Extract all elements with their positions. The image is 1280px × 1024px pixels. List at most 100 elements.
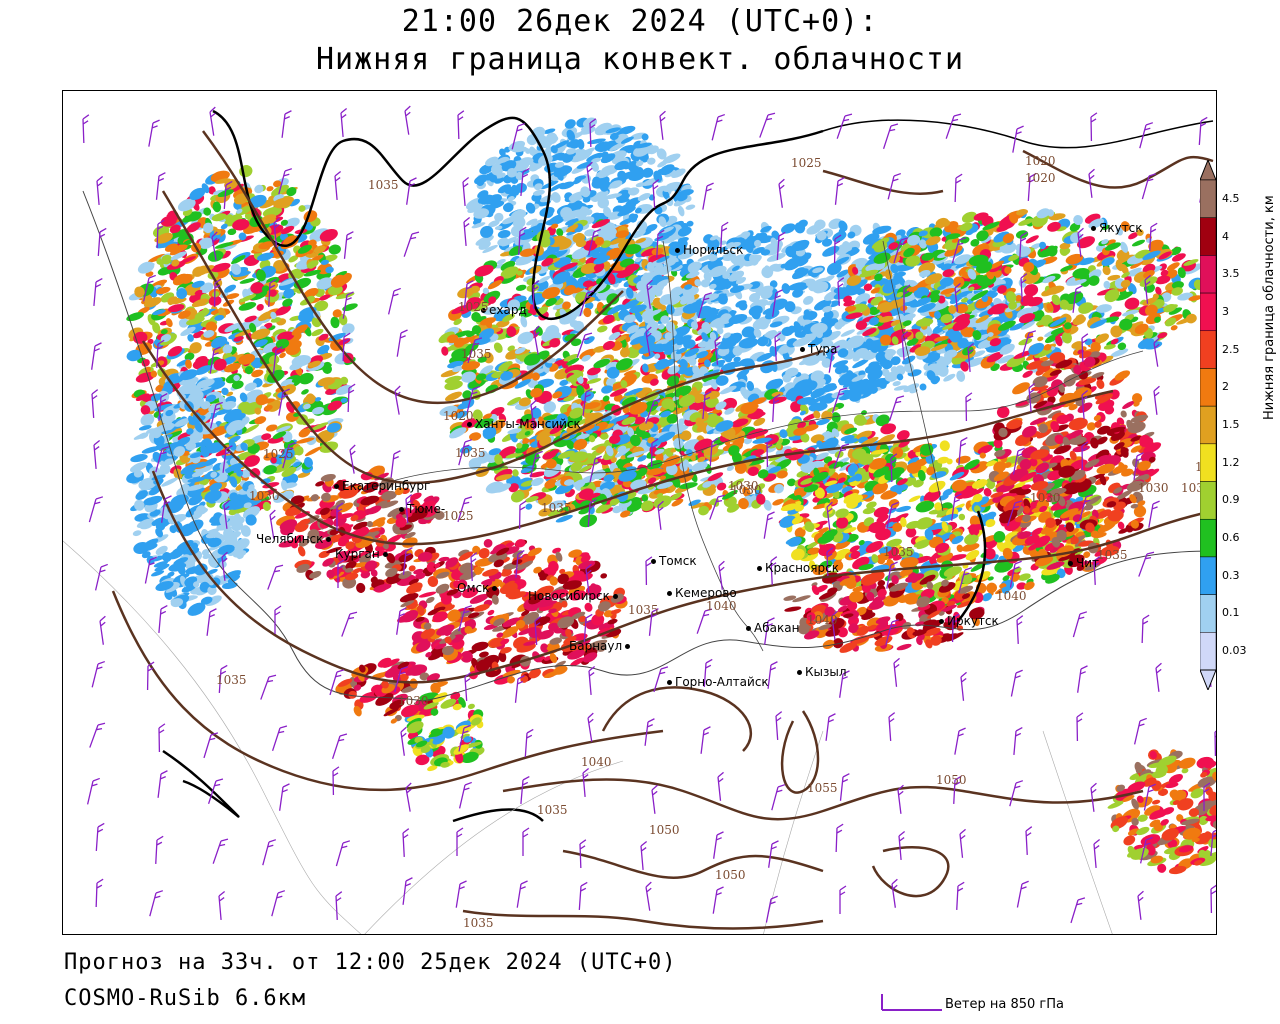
cloud-cell [263,465,277,475]
cloud-cell [515,284,527,291]
cloud-cell [919,383,927,391]
cloud-cell [338,313,348,326]
cloud-cell [273,259,286,272]
cloud-cell [167,346,183,357]
cloud-cell [301,389,309,395]
cloud-cell [597,325,608,333]
cloud-cell [304,446,322,457]
cloud-cell [180,326,196,337]
cloud-cell [194,365,212,376]
cloud-cell [254,184,264,194]
cloud-cell [497,229,511,239]
cloud-cell [135,393,150,402]
cloud-cell [1037,336,1044,342]
cloud-cell [244,366,253,375]
cloud-cell [322,363,332,374]
cloud-cell [284,217,300,228]
cloud-cell [313,245,326,254]
cloud-cell [169,224,181,234]
cloud-cell [677,205,685,217]
cloud-cell [279,352,286,359]
map-title: 21:00 26дек 2024 (UTC+0): [401,4,879,39]
map-canvas [63,105,1216,934]
cloud-cell [184,352,195,361]
cloud-cell [485,481,504,494]
cloud-cell [685,204,696,210]
cloud-cell [259,198,278,209]
cloud-cell [244,455,260,467]
cloud-cell [234,329,254,338]
cloud-cell [148,253,167,263]
cloud-cell [232,271,251,278]
cloud-cell [286,187,297,197]
cloud-cell [285,344,301,356]
cloud-cell [294,446,304,456]
cloud-cell [802,295,814,305]
forecast-map: Норильск Якутск Тура ехард Ханты-Мансийс… [62,90,1217,935]
cloud-cell [203,207,212,216]
cloud-cell [227,228,237,236]
cloud-cell [135,372,155,383]
cloud-cell [525,503,533,510]
cloud-cell [314,300,329,312]
cloud-cell [251,357,263,369]
cloud-cell [250,290,268,301]
cloud-cell [239,294,257,303]
cloud-cell [281,466,297,478]
cloud-cell [165,318,173,328]
cloud-cell [956,370,966,382]
cloud-cell [211,425,228,437]
cloud-cell [256,303,264,311]
cloud-cell [224,179,238,190]
cloud-cell [288,255,299,263]
cloud-cell [186,222,201,233]
cloud-cell [272,462,292,474]
cloud-cell [167,304,185,313]
cloud-cell [258,311,273,322]
cloud-cell [303,287,319,299]
cloud-cell [224,322,243,333]
cloud-cell [262,206,283,218]
cloud-cell [132,530,142,537]
cloud-cell [330,316,340,329]
cloud-cell [176,288,188,300]
cloud-cell [304,457,313,468]
cloud-cell [236,451,256,461]
cloud-cell [310,422,329,431]
cloud-cell [186,316,205,326]
cloud-cell [150,279,168,288]
cloud-cell [251,369,264,378]
cloud-cell [303,269,322,277]
cloud-cell [342,323,355,335]
cloud-cell [212,291,220,298]
cloud-cell [279,277,298,286]
cloud-cell [232,218,250,231]
cloud-cell [189,342,202,354]
cloud-cell [281,482,298,489]
cloud-cell [254,416,267,425]
cloud-cell [268,195,275,201]
cloud-cell [327,400,343,411]
cloud-cell [280,219,288,226]
cloud-cell [265,424,278,432]
cloud-cell [493,342,503,353]
cloud-cell [177,198,196,212]
cloud-cell [280,225,295,235]
cloud-cell [211,213,227,222]
map-subtitle: Нижняя граница конвект. облачности [315,42,965,77]
cloud-cell [264,404,273,411]
cloud-cell [222,344,233,354]
cloud-cell [275,273,291,283]
cloud-cell [185,359,192,369]
cloud-cell [130,454,148,463]
cloud-cell [268,355,280,365]
cloud-cell [244,315,257,323]
cloud-cell [1131,239,1146,247]
cloud-cell [155,238,175,249]
cloud-cell [244,382,257,392]
cloud-cell [198,237,214,249]
cloud-cell [908,495,921,503]
cloud-cell [238,232,247,241]
cloud-cell [319,228,338,242]
cloud-cell [242,424,260,434]
